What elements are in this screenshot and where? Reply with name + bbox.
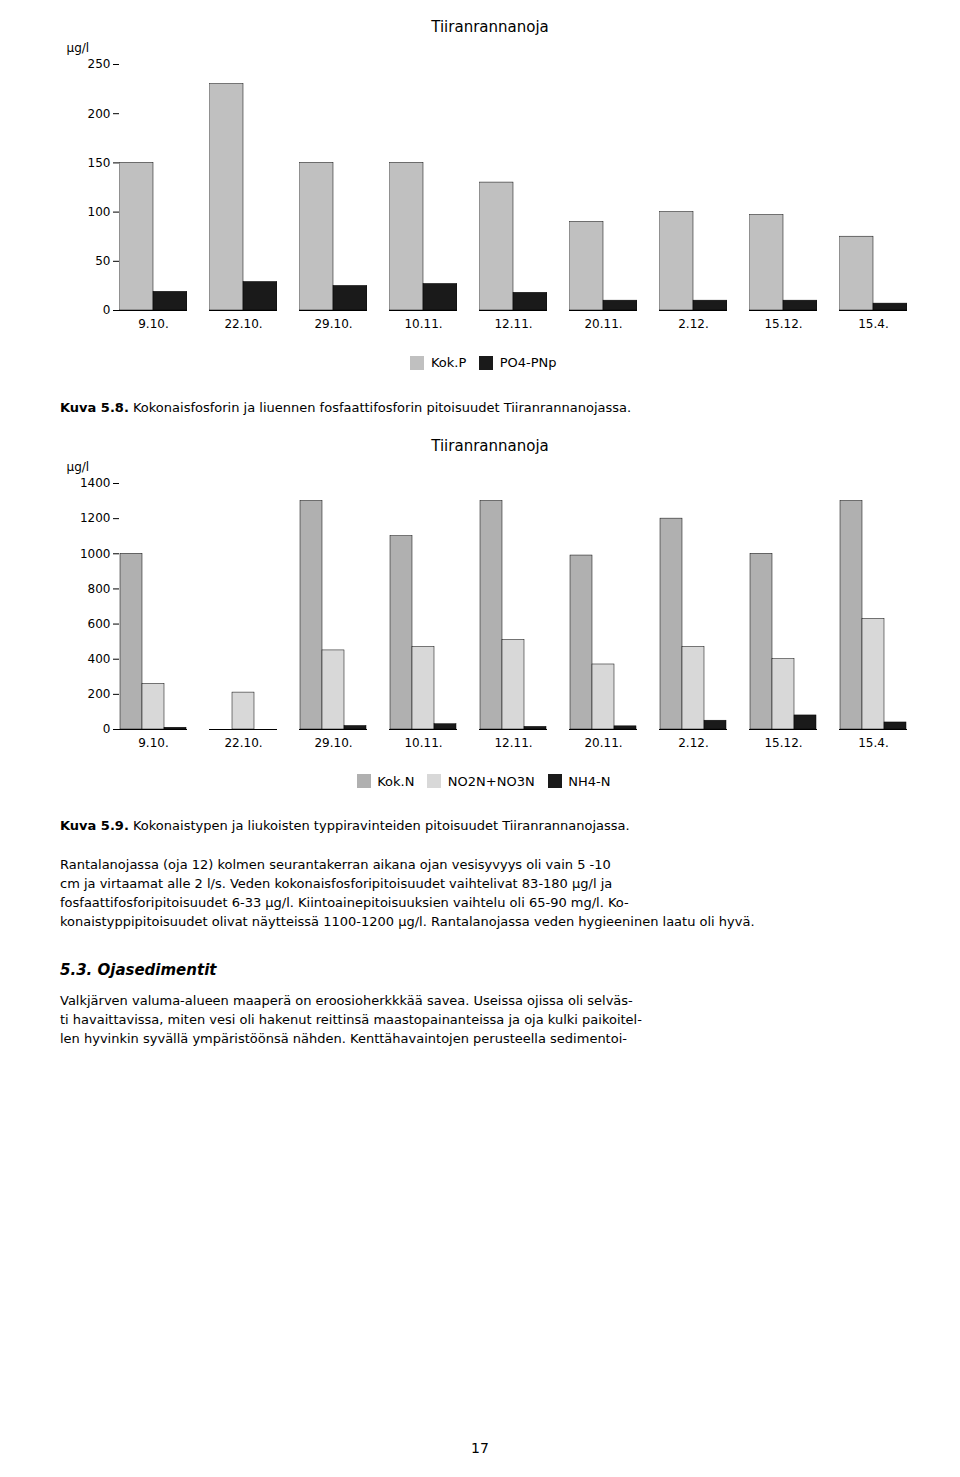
svg-text:400: 400 [88,652,111,666]
html-text:NO2N+NO3N: NO2N+NO3N [447,773,535,789]
html-text:Kuva 5.9. Kokonaistypen ja liu: Kuva 5.9. Kokonaistypen ja liukoisten ty… [60,818,630,833]
svg-text:250: 250 [88,57,111,71]
html-text:konaistyppipitoisuudet olivat: konaistyppipitoisuudet olivat näytteissä… [60,914,755,929]
svg-text:200: 200 [88,107,111,121]
html-text:Valkjärven valuma-alueen maape: Valkjärven valuma-alueen maaperä on eroo… [60,993,633,1008]
svg-text:100: 100 [88,205,111,219]
svg-text:15.12.: 15.12. [764,736,802,750]
svg-text:22.10.: 22.10. [224,736,262,750]
html-text:Kok.N: Kok.N [377,773,415,789]
svg-text:9.10.: 9.10. [138,736,169,750]
svg-text:9.10.: 9.10. [138,317,169,331]
html-text:PO4-PNp: PO4-PNp [499,355,557,370]
svg-text:1400: 1400 [80,476,111,490]
html-text:Tiiranrannanoja: Tiiranrannanoja [431,18,549,36]
svg-text:1000: 1000 [80,546,111,560]
svg-text:0: 0 [103,303,111,317]
html-text:Kok.P: Kok.P [430,355,467,370]
svg-text:15.4.: 15.4. [858,736,889,750]
svg-text:20.11.: 20.11. [584,736,622,750]
html-text:len hyvinkin syvällä ympäristö: len hyvinkin syvällä ympäristöönsä nähde… [60,1031,627,1046]
svg-text:20.11.: 20.11. [584,317,622,331]
html-text:Tiiranrannanoja: Tiiranrannanoja [431,436,549,455]
svg-text:μg/l: μg/l [67,460,90,474]
html-text:cm ja virtaamat alle 2 l/s. Ve: cm ja virtaamat alle 2 l/s. Veden kokona… [60,876,613,891]
svg-text:μg/l: μg/l [67,41,90,55]
svg-text:0: 0 [103,722,111,736]
svg-text:29.10.: 29.10. [314,736,352,750]
html-text:ti havaittavissa, miten vesi o: ti havaittavissa, miten vesi oli hakenut… [60,1012,642,1027]
svg-text:15.12.: 15.12. [764,317,802,331]
svg-text:29.10.: 29.10. [314,317,352,331]
svg-text:200: 200 [88,687,111,701]
svg-text:50: 50 [95,254,110,268]
svg-text:150: 150 [88,156,111,170]
svg-text:10.11.: 10.11. [404,317,442,331]
html-text:Rantalanojassa (oja 12) kolmen: Rantalanojassa (oja 12) kolmen seurantak… [60,857,611,872]
html-text:17: 17 [471,1440,489,1456]
svg-text:2.12.: 2.12. [678,736,709,750]
svg-text:800: 800 [88,581,111,595]
svg-text:15.4.: 15.4. [858,317,889,331]
html-text:NH4-N: NH4-N [568,773,611,789]
svg-text:600: 600 [88,616,111,630]
svg-text:2.12.: 2.12. [678,317,709,331]
svg-text:1200: 1200 [80,511,111,525]
svg-text:12.11.: 12.11. [494,736,532,750]
svg-text:22.10.: 22.10. [224,317,262,331]
html-text:fosfaattifosforipitoisuudet 6-: fosfaattifosforipitoisuudet 6-33 μg/l. K… [60,895,629,910]
svg-text:12.11.: 12.11. [494,317,532,331]
svg-text:10.11.: 10.11. [404,736,442,750]
html-text:5.3. Ojasedimentit: 5.3. Ojasedimentit [60,961,217,979]
html-text:Kuva 5.8. Kokonaisfosforin ja: Kuva 5.8. Kokonaisfosforin ja liuennen f… [60,399,632,415]
